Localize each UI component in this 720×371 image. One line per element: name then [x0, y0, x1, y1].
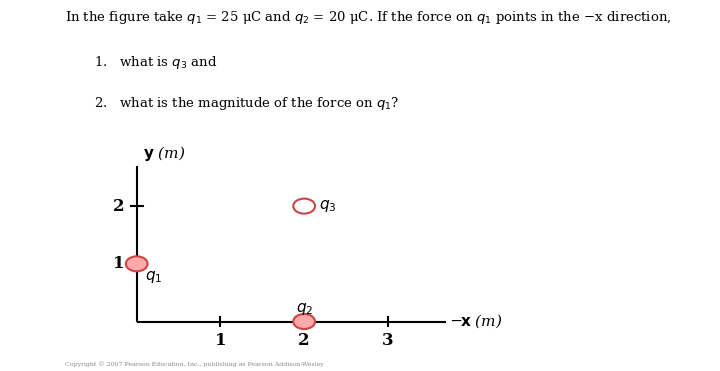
Circle shape [126, 256, 148, 271]
Text: 1: 1 [215, 332, 226, 349]
Text: 2: 2 [112, 198, 124, 214]
Text: $q_1$: $q_1$ [145, 269, 163, 285]
Text: Copyright © 2007 Pearson Education, Inc., publishing as Pearson Addison-Wesley: Copyright © 2007 Pearson Education, Inc.… [65, 362, 323, 367]
Text: $q_3$: $q_3$ [319, 198, 337, 214]
Text: 3: 3 [382, 332, 394, 349]
Text: $q_2$: $q_2$ [296, 301, 313, 317]
Circle shape [293, 314, 315, 329]
Text: In the figure take $q_1$ = 25 μC and $q_2$ = 20 μC. If the force on $q_1$ points: In the figure take $q_1$ = 25 μC and $q_… [65, 9, 671, 26]
Text: ─$\mathbf{x}$ (m): ─$\mathbf{x}$ (m) [451, 313, 503, 331]
Text: 1.   what is $q_3$ and: 1. what is $q_3$ and [94, 54, 217, 71]
Text: $\mathbf{y}$ (m): $\mathbf{y}$ (m) [143, 144, 186, 163]
Text: 1: 1 [112, 255, 124, 272]
Text: 2: 2 [298, 332, 310, 349]
Text: 2.   what is the magnitude of the force on $q_1$?: 2. what is the magnitude of the force on… [94, 95, 399, 112]
Circle shape [293, 198, 315, 214]
